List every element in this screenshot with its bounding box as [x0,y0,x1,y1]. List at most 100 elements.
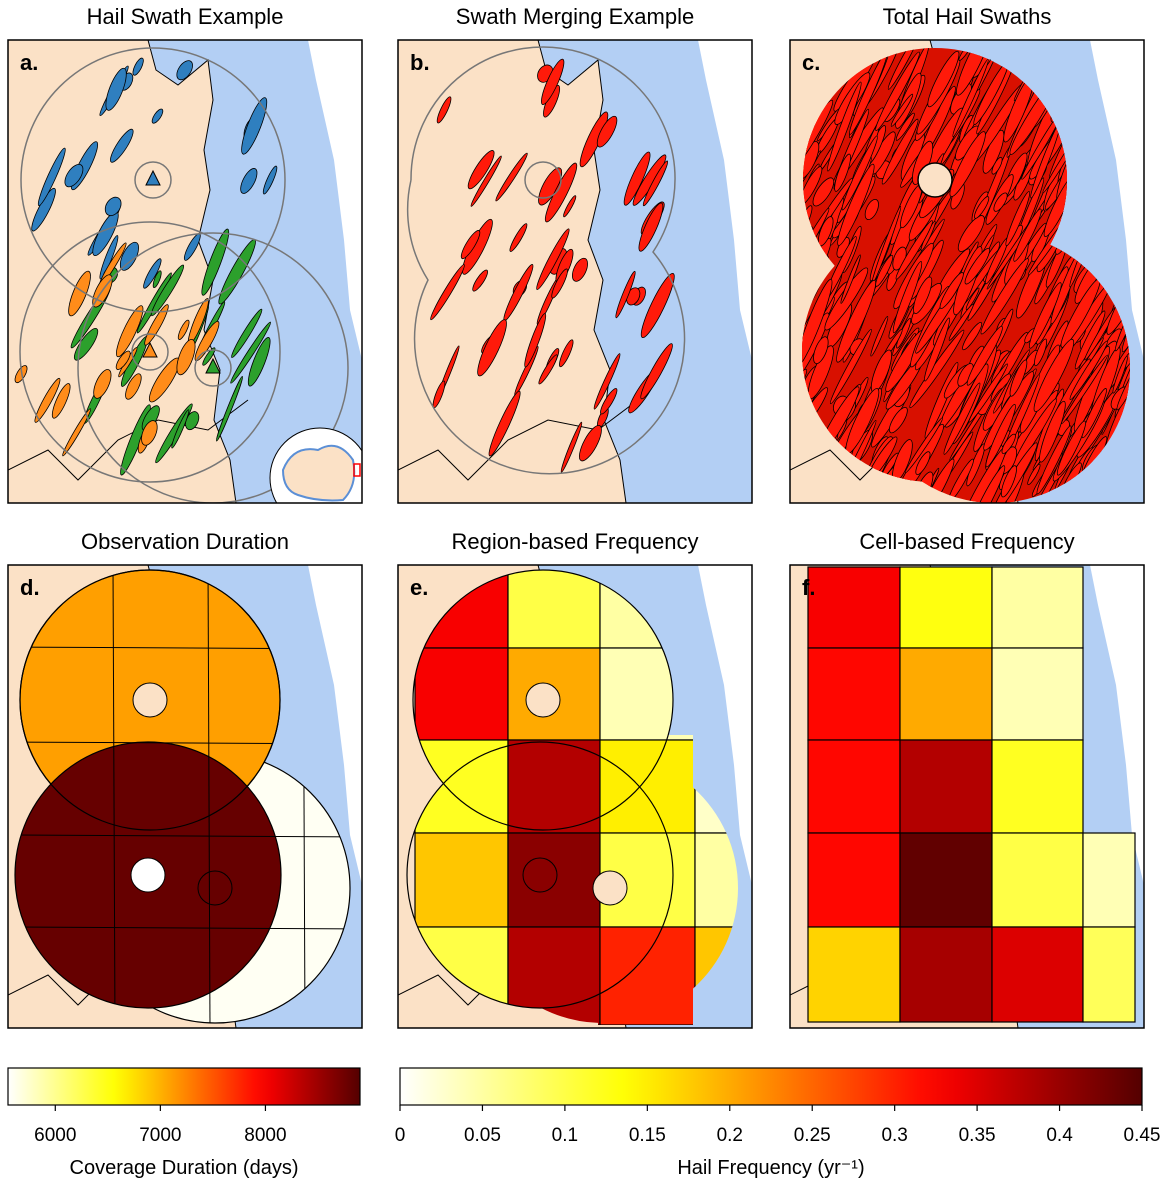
hail-swath [1147,327,1167,352]
panel-border [7,564,363,1029]
hail-swath [913,276,933,315]
hail-swath [1081,388,1107,439]
hail-swath [982,129,1005,174]
hail-swath [116,305,144,358]
hail-swath [1116,351,1130,411]
hail-swath [1005,191,1031,247]
hail-swath [623,151,651,206]
hail-swath [231,308,263,358]
hail-swath [430,264,465,321]
hail-swath [895,220,933,280]
panel-title: Hail Swath Example [87,4,284,29]
hail-swath [763,382,786,418]
hail-swath [509,223,528,252]
hail-swath [974,196,990,219]
hail-swath [119,241,139,271]
hail-swath [1167,263,1173,320]
radar-site [142,341,158,358]
hail-swath [966,325,1003,386]
hail-swath [968,465,1006,503]
grid-line [15,834,350,838]
hail-swath [64,163,84,188]
hail-swath [752,283,779,324]
hail-swath [436,96,452,124]
hail-swath [1143,151,1173,239]
hail-swath [875,254,894,287]
hail-swath [915,451,931,476]
hail-swath [895,112,915,141]
hail-swath [1164,283,1173,310]
ocean [538,40,752,503]
hail-swath [560,421,583,473]
panel-border [7,39,363,504]
hail-swath [559,339,574,368]
hail-swath [467,150,495,190]
map-area [398,565,752,1028]
radar-gap [132,682,168,718]
hail-swath [1152,216,1173,298]
frequency-cell [599,739,696,834]
radar-range [134,161,172,199]
hail-swath [747,336,786,403]
hail-swath [230,321,272,384]
frequency-cell [991,832,1084,928]
hail-swath [993,192,1008,212]
hail-swath [31,187,56,232]
colorbar-tick-label: 8000 [244,1125,286,1146]
map-panel: Region-based Frequency e. [397,529,753,1029]
hail-swath [905,417,944,474]
hail-swath [752,276,783,327]
hail-swath [600,388,618,415]
panel-border [397,564,753,1029]
hail-swath [1112,355,1128,394]
hail-swath [640,343,673,400]
colorbar-tick-label: 0.25 [794,1125,831,1146]
hail-swath [151,108,164,124]
hail-swath [864,198,879,221]
frequency-cell [899,832,993,928]
frequency-cell [507,739,601,834]
hail-swath [640,272,675,338]
radar-gap [917,162,953,198]
hail-swath [964,247,991,285]
hail-swath [460,230,481,260]
hail-swath [563,195,577,218]
map-panel: Cell-based Frequency f. [789,529,1145,1029]
frequency-cell [507,570,601,649]
frequency-cell [807,739,901,834]
panel-border [789,564,1145,1029]
hail-swath [110,128,134,163]
frequency-cell [899,566,993,649]
hail-swath [638,202,664,252]
inset-globe [269,427,362,503]
panel-letter: a. [20,50,38,75]
hail-swath [1161,241,1173,269]
hail-swath [870,315,889,357]
hail-swath [1028,282,1062,349]
hail-swath [827,81,862,172]
map-panel: Hail Swath Example a. [7,4,363,504]
hail-swath [1141,215,1167,245]
hail-swath [1039,400,1066,463]
map-panel: Swath Merging Example b. [397,4,753,504]
hail-swath [551,268,568,299]
hail-swath [201,228,230,296]
hail-swath [544,162,578,223]
hail-swath [956,48,993,96]
land [398,40,626,503]
hail-swath [115,350,131,370]
hail-swath [943,382,981,455]
hail-swath [824,267,869,331]
hail-swath [802,278,833,368]
hail-swath [152,270,162,289]
hail-swath [150,264,185,317]
colorbar-tick-label: 0.1 [552,1125,578,1146]
colorbar: 6000 7000 8000 Coverage Duration (days) [7,1067,361,1179]
colorbar-tick-label: 0.45 [1124,1125,1161,1146]
hail-swath [1034,338,1048,367]
hail-swath [985,404,1016,468]
globe-land [281,444,356,502]
frequency-cell [507,832,601,928]
panel-border [789,39,1145,504]
panel-letter: d. [20,575,40,600]
